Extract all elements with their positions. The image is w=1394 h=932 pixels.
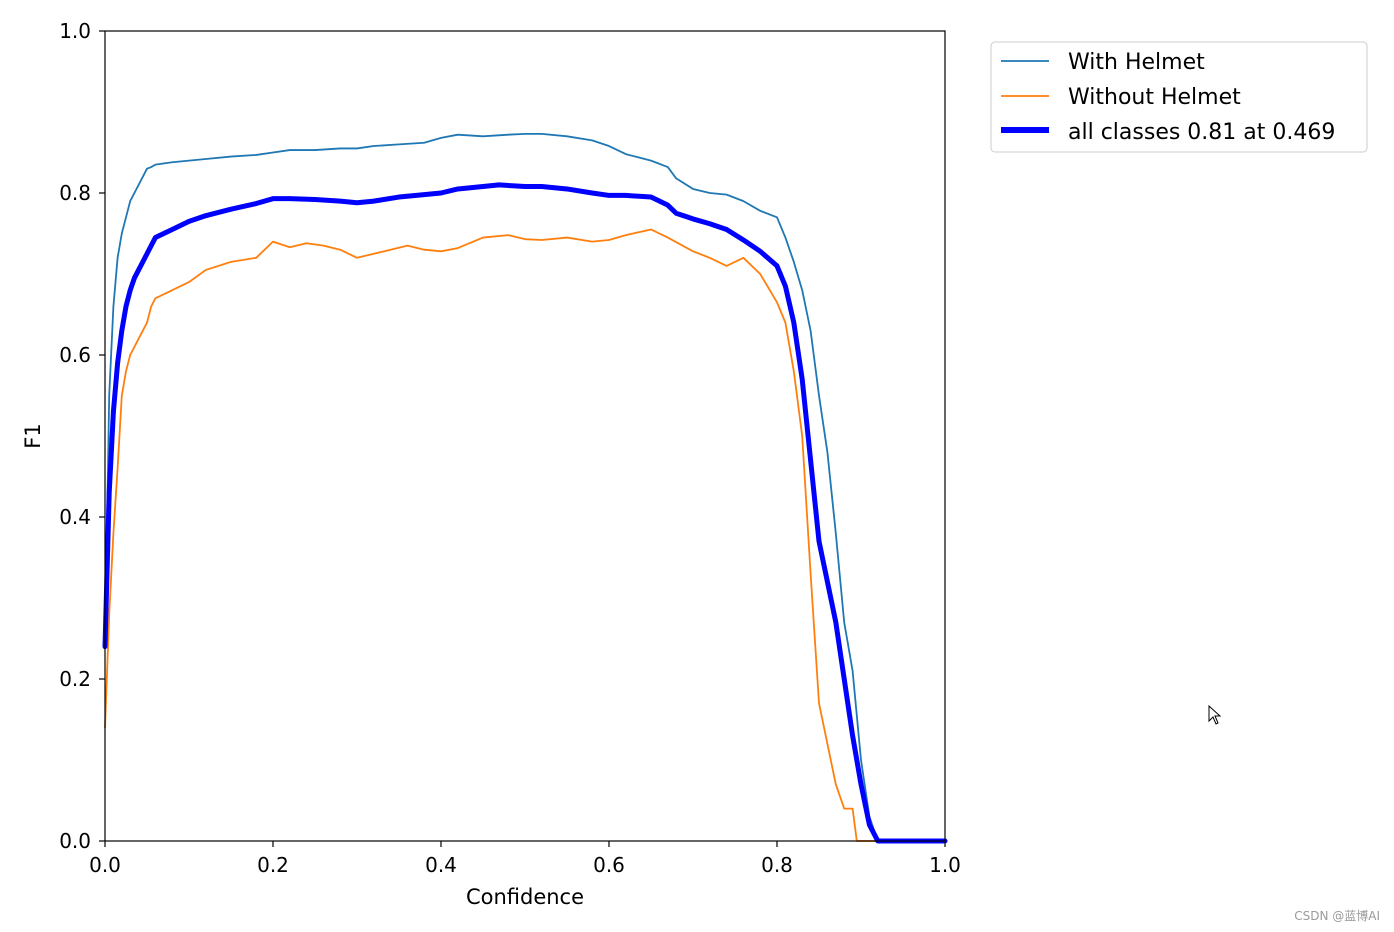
- y-tick-label: 1.0: [59, 19, 91, 43]
- series-layer: [102, 132, 948, 844]
- legend-label-all-classes: all classes 0.81 at 0.469: [1068, 120, 1335, 145]
- plot-frame: [104, 30, 946, 842]
- x-tick-label: 0.0: [89, 853, 121, 877]
- series-line-with-helmet: [104, 132, 946, 842]
- y-axis-label: F1: [21, 423, 45, 448]
- x-tick-label: 1.0: [929, 853, 961, 877]
- legend-label-with-helmet: With Helmet: [1068, 50, 1205, 75]
- watermark: CSDN @蓝博AI: [1294, 908, 1380, 923]
- series-line-all-classes: [102, 182, 948, 844]
- x-tick-label: 0.2: [257, 853, 289, 877]
- legend-box: [990, 41, 1368, 153]
- mouse-cursor-icon: [1208, 704, 1222, 725]
- y-tick-label: 0.6: [59, 343, 91, 367]
- y-tick-label: 0.2: [59, 667, 91, 691]
- y-tick-label: 0.4: [59, 505, 91, 529]
- y-tick-label: 0.0: [59, 829, 91, 853]
- legend-label-without-helmet: Without Helmet: [1068, 85, 1241, 110]
- series-line-without-helmet: [104, 228, 946, 842]
- legend: With Helmet Without Helmet all classes 0…: [990, 41, 1368, 153]
- x-tick-label: 0.6: [593, 853, 625, 877]
- x-tick-label: 0.4: [425, 853, 457, 877]
- x-axis-label: Confidence: [466, 885, 584, 909]
- x-tick-label: 0.8: [761, 853, 793, 877]
- ticks-layer: 0.0 0.2 0.4 0.6 0.8 1.0 0.0 0.2 0.4 0.6 0.8 1.0: [59, 19, 961, 877]
- y-tick-label: 0.8: [59, 181, 91, 205]
